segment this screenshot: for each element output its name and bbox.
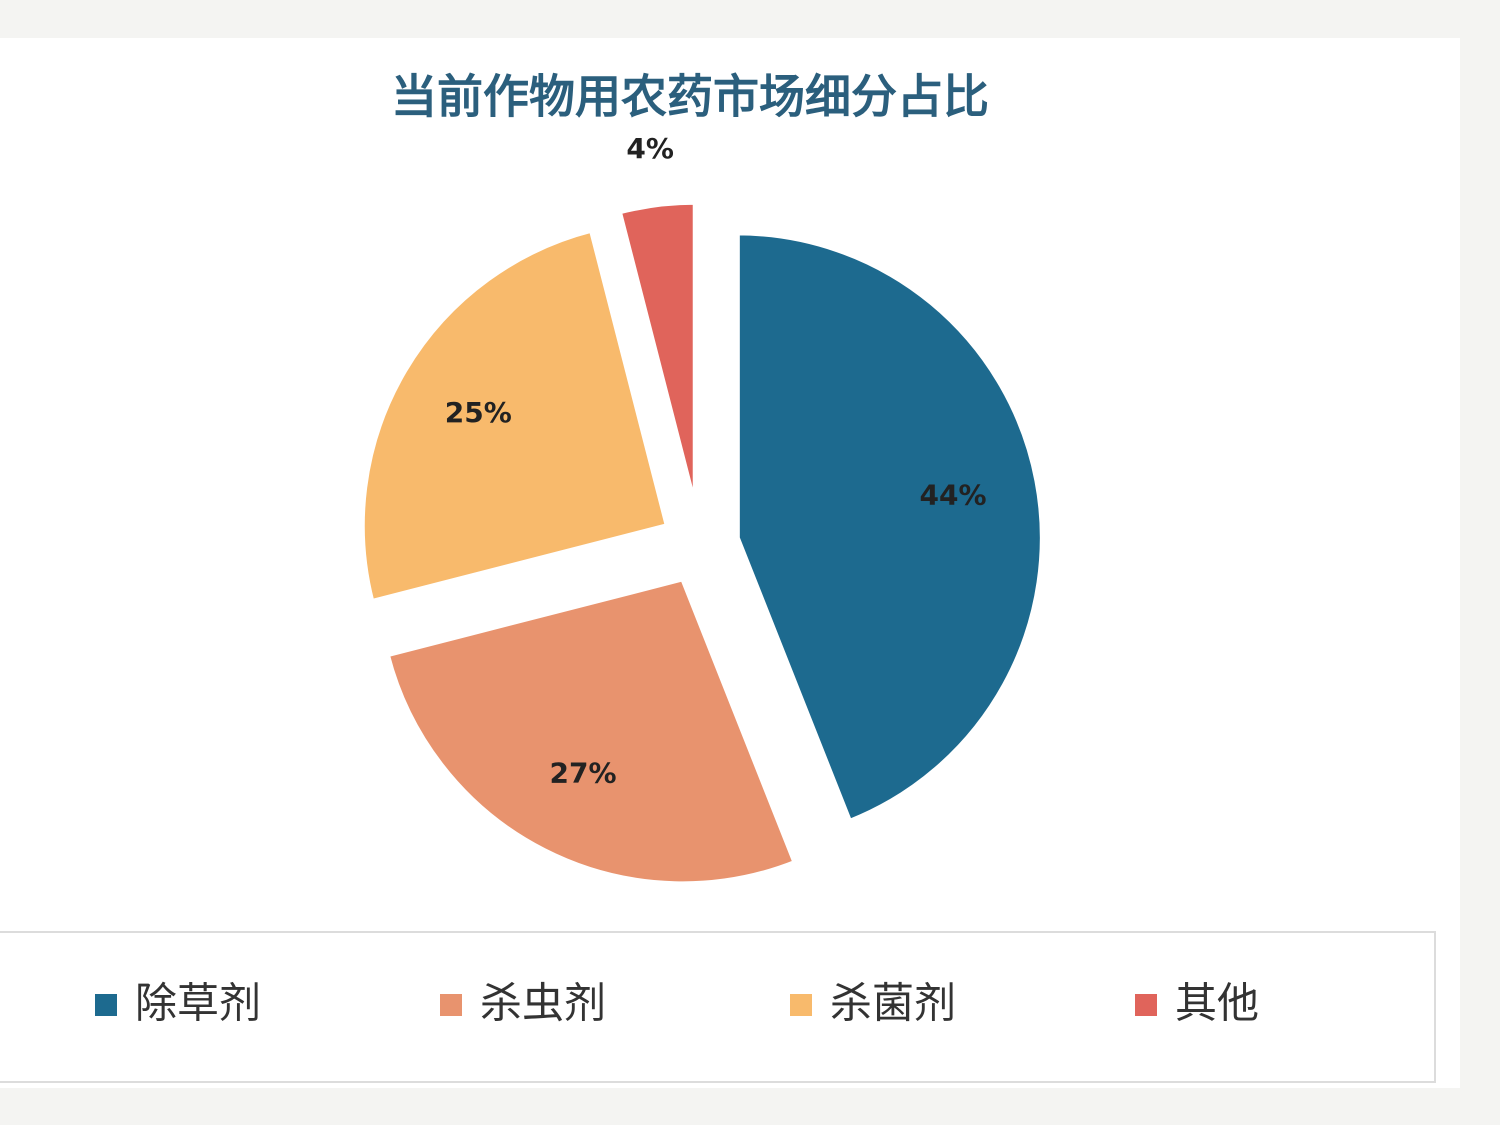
legend-swatch: [95, 994, 117, 1016]
data-label: 27%: [550, 757, 617, 790]
legend-swatch: [790, 994, 812, 1016]
chart-title: 当前作物用农药市场细分占比: [391, 70, 989, 124]
pie-slice: [616, 199, 698, 508]
legend-label: 杀菌剂: [830, 979, 956, 1028]
pie-slice: [384, 575, 799, 887]
legend-swatch: [440, 994, 462, 1016]
legend-box: [0, 931, 1436, 1083]
legend-label: 除草剂: [135, 979, 261, 1028]
pie-slice: [734, 230, 1045, 825]
pie-slice: [359, 227, 671, 605]
legend-label: 其他: [1175, 979, 1259, 1028]
legend-label: 杀虫剂: [480, 979, 606, 1028]
chart-area: [0, 38, 1460, 1088]
legend-swatch: [1135, 994, 1157, 1016]
data-label: 44%: [920, 479, 987, 512]
data-label: 4%: [626, 132, 674, 165]
data-label: 25%: [445, 396, 512, 429]
